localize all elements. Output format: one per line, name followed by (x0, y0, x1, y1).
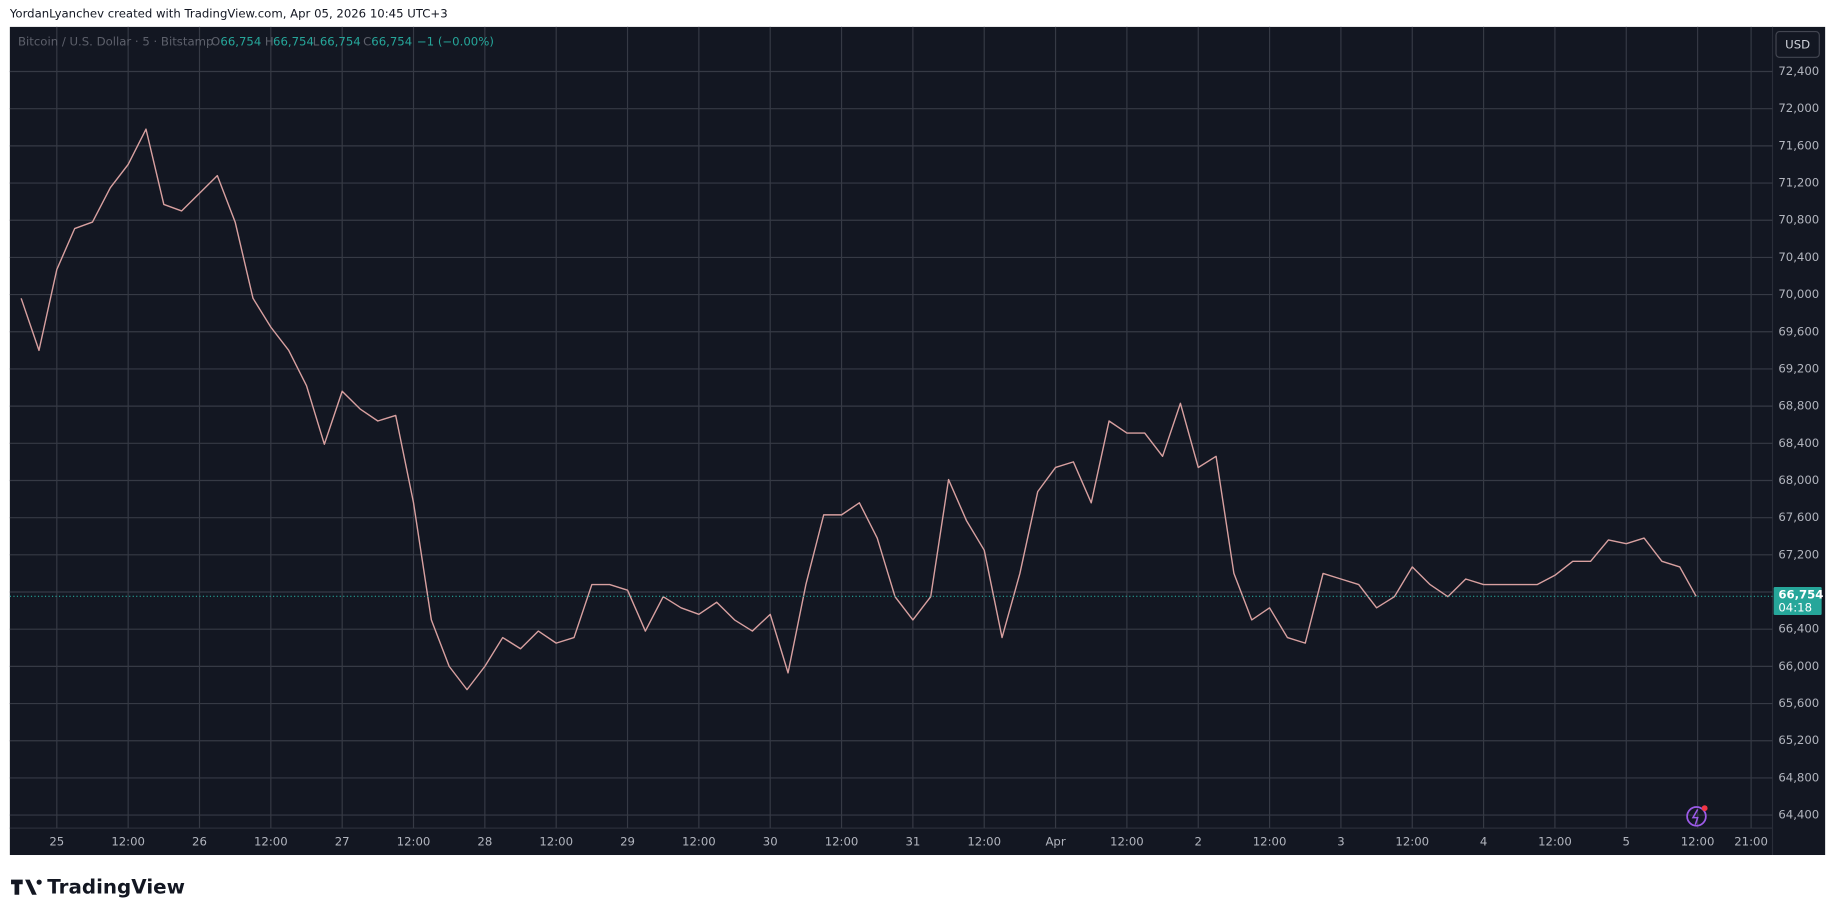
legend-key: C (363, 35, 371, 49)
x-tick-label: 2 (1195, 835, 1202, 849)
x-tick-label: 12:00 (397, 835, 431, 849)
x-tick-label: 30 (763, 835, 778, 849)
x-tick-label: 29 (620, 835, 635, 849)
y-tick-label: 68,000 (1778, 473, 1819, 487)
footer-logo: TradingView (11, 875, 185, 898)
legend-value: 66,754 (273, 35, 314, 49)
grid (9, 26, 1773, 829)
axes: 64,40064,80065,20065,60066,00066,40066,8… (49, 64, 1823, 849)
currency-label[interactable]: USD (1785, 38, 1810, 52)
y-tick-label: 69,200 (1778, 361, 1819, 375)
y-tick-label: 71,600 (1778, 138, 1819, 152)
legend-key: L (313, 35, 320, 49)
x-tick-label: 5 (1623, 835, 1630, 849)
x-tick-label: 12:00 (967, 835, 1001, 849)
spark-icon (1686, 805, 1708, 827)
legend-key: O (211, 35, 220, 49)
legend-value: 66,754 (220, 35, 261, 49)
chart-background (9, 26, 1826, 856)
legend-symbol: Bitcoin / U.S. Dollar · 5 · Bitstamp (18, 35, 213, 49)
currency-button[interactable] (1775, 30, 1820, 58)
x-tick-label: 12:00 (539, 835, 573, 849)
x-tick-label: Apr (1045, 835, 1065, 849)
y-tick-label: 67,600 (1778, 510, 1819, 524)
x-tick-label: 28 (477, 835, 492, 849)
x-tick-label: 12:00 (1110, 835, 1144, 849)
x-tick-label: 27 (335, 835, 350, 849)
y-tick-label: 71,200 (1778, 176, 1819, 190)
y-tick-label: 68,400 (1778, 436, 1819, 450)
y-tick-label: 70,800 (1778, 213, 1819, 227)
countdown-label: 04:18 (1778, 600, 1812, 614)
y-tick-label: 64,800 (1778, 770, 1819, 784)
x-tick-label: 12:00 (1538, 835, 1572, 849)
x-tick-label: 21:00 (1734, 835, 1768, 849)
x-tick-label: 12:00 (1395, 835, 1429, 849)
x-tick-label: 25 (49, 835, 64, 849)
legend: Bitcoin / U.S. Dollar · 5 · Bitstamp O 6… (18, 35, 494, 49)
y-tick-label: 70,000 (1778, 287, 1819, 301)
y-tick-label: 66,000 (1778, 659, 1819, 673)
legend-key: H (265, 35, 274, 49)
x-tick-label: 12:00 (682, 835, 716, 849)
legend-value: 66,754 (320, 35, 361, 49)
x-tick-label: 4 (1480, 835, 1487, 849)
y-tick-label: 66,400 (1778, 622, 1819, 636)
last-price-badge (1773, 586, 1822, 616)
x-tick-label: 26 (192, 835, 207, 849)
legend-value: 66,754 (371, 35, 412, 49)
plot (9, 128, 1773, 691)
y-tick-label: 72,400 (1778, 64, 1819, 78)
y-tick-label: 67,200 (1778, 547, 1819, 561)
x-tick-label: 3 (1337, 835, 1344, 849)
y-tick-label: 68,800 (1778, 399, 1819, 413)
x-tick-label: 12:00 (111, 835, 145, 849)
y-tick-label: 69,600 (1778, 324, 1819, 338)
x-tick-label: 31 (905, 835, 920, 849)
y-tick-label: 65,200 (1778, 733, 1819, 747)
header-caption: YordanLyanchev created with TradingView.… (9, 7, 448, 21)
last-price-label: 66,754 (1778, 588, 1823, 602)
y-tick-label: 72,000 (1778, 101, 1819, 115)
x-tick-label: 12:00 (1253, 835, 1287, 849)
legend-change: −1 (−0.00%) (417, 35, 494, 49)
footer-logo-text: TradingView (47, 875, 185, 898)
price-line (20, 128, 1697, 691)
x-tick-label: 12:00 (1681, 835, 1715, 849)
x-tick-label: 12:00 (254, 835, 288, 849)
y-tick-label: 64,400 (1778, 808, 1819, 822)
x-tick-label: 12:00 (825, 835, 859, 849)
y-tick-label: 70,400 (1778, 250, 1819, 264)
y-tick-label: 65,600 (1778, 696, 1819, 710)
